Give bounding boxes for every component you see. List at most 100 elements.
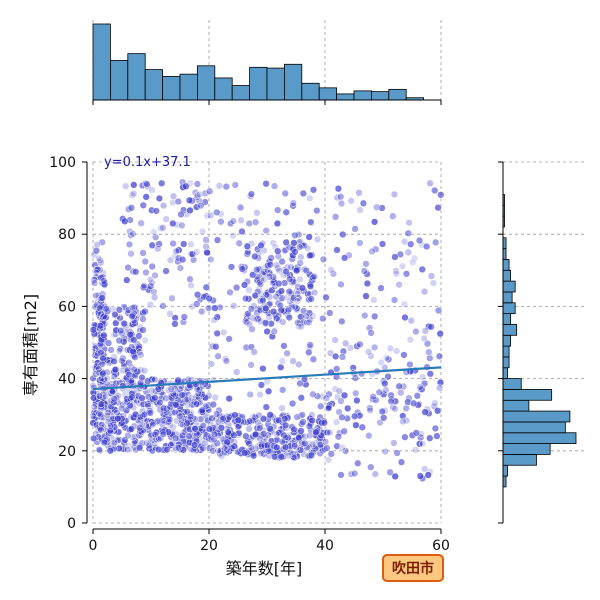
scatter-point xyxy=(220,328,228,337)
scatter-point xyxy=(135,344,143,352)
scatter-point xyxy=(398,262,407,270)
scatter-point xyxy=(163,445,171,454)
scatter-point xyxy=(296,446,305,454)
scatter-point xyxy=(405,219,413,227)
scatter-point xyxy=(100,438,109,447)
scatter-point xyxy=(221,444,229,452)
scatter-point xyxy=(187,412,195,421)
city-badge: 吹田市 xyxy=(382,554,444,582)
scatter-point xyxy=(275,316,283,324)
scatter-point xyxy=(429,279,438,287)
scatter-point xyxy=(402,270,411,278)
scatter-point xyxy=(334,185,343,193)
scatter-point xyxy=(337,193,345,201)
scatter-point xyxy=(351,374,360,382)
scatter-point xyxy=(213,236,222,244)
y-tick-label: 80 xyxy=(58,227,76,243)
scatter-point xyxy=(395,281,403,289)
scatter-point xyxy=(131,319,139,327)
scatter-point xyxy=(370,296,378,304)
scatter-point xyxy=(107,346,115,354)
scatter-point xyxy=(281,189,289,198)
scatter-point xyxy=(435,352,444,360)
top-hist-bar xyxy=(283,63,303,101)
scatter-point xyxy=(335,387,343,395)
scatter-point xyxy=(389,212,397,220)
scatter-point xyxy=(159,224,167,232)
x-tick-label: 40 xyxy=(316,538,334,554)
scatter-point xyxy=(284,306,293,314)
scatter-point xyxy=(419,440,427,448)
right-hist-bar xyxy=(502,399,530,412)
scatter-point xyxy=(363,270,371,278)
scatter-point xyxy=(121,436,129,444)
scatter-point xyxy=(230,442,238,450)
scatter-point xyxy=(289,199,297,207)
scatter-point xyxy=(305,422,314,430)
scatter-point xyxy=(238,227,246,236)
scatter-point xyxy=(291,442,299,450)
scatter-point xyxy=(247,443,256,452)
scatter-point xyxy=(368,247,376,256)
scatter-point xyxy=(100,277,108,285)
scatter-point xyxy=(255,278,264,286)
scatter-point xyxy=(106,447,115,455)
scatter-point xyxy=(270,327,278,335)
scatter-point xyxy=(358,423,366,431)
scatter-point xyxy=(180,240,188,248)
scatter-point xyxy=(246,390,254,399)
scatter-point xyxy=(282,433,290,442)
scatter-point xyxy=(351,412,359,420)
scatter-point xyxy=(128,303,137,312)
scatter-point xyxy=(193,180,202,188)
scatter-point xyxy=(127,250,135,258)
scatter-point xyxy=(418,265,426,274)
scatter-point xyxy=(426,370,434,378)
scatter-point xyxy=(199,421,207,430)
scatter-point xyxy=(138,420,146,429)
scatter-point xyxy=(90,276,98,284)
scatter-point xyxy=(290,425,298,434)
scatter-point xyxy=(393,449,401,457)
scatter-point xyxy=(392,267,400,275)
scatter-point xyxy=(338,317,346,326)
scatter-point xyxy=(251,291,259,300)
scatter-point xyxy=(307,451,316,459)
scatter-point xyxy=(202,283,210,291)
scatter-point xyxy=(338,444,347,452)
scatter-point xyxy=(168,294,176,302)
right-hist-bar xyxy=(502,356,510,369)
scatter-point xyxy=(391,253,399,261)
scatter-point xyxy=(333,246,341,254)
scatter-point xyxy=(261,319,270,327)
scatter-point xyxy=(397,389,405,397)
scatter-point xyxy=(214,352,222,360)
x-tick-label: 20 xyxy=(200,538,218,554)
scatter-point xyxy=(176,264,185,272)
scatter-point xyxy=(251,252,259,261)
scatter-point xyxy=(400,237,409,246)
scatter-point xyxy=(157,434,165,442)
scatter-point xyxy=(340,254,349,262)
scatter-point xyxy=(187,394,196,402)
scatter-point xyxy=(371,470,379,478)
scatter-point xyxy=(289,202,297,210)
scatter-point xyxy=(96,322,104,330)
scatter-point xyxy=(399,417,407,426)
scatter-point xyxy=(148,262,156,271)
scatter-point xyxy=(140,410,148,419)
scatter-point xyxy=(390,190,399,199)
right-hist-bar xyxy=(502,345,510,358)
scatter-point xyxy=(180,313,188,321)
scatter-point xyxy=(130,336,138,344)
scatter-point xyxy=(431,399,439,407)
scatter-point xyxy=(406,360,414,369)
top-hist-bar xyxy=(336,93,355,101)
scatter-point xyxy=(263,327,271,336)
scatter-point xyxy=(412,327,420,336)
scatter-point xyxy=(427,323,435,331)
scatter-point xyxy=(425,348,433,356)
scatter-point xyxy=(282,208,290,216)
scatter-point xyxy=(151,271,159,280)
top-hist-bar xyxy=(231,85,250,101)
